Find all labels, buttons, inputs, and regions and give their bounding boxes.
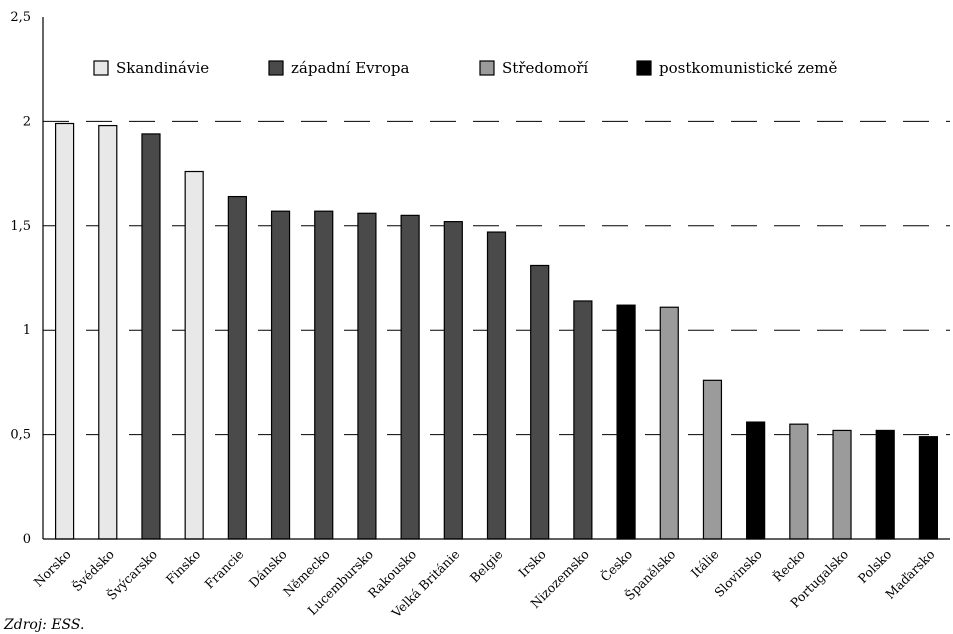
x-tick-label: Francie: [202, 547, 247, 592]
x-tick-label: Irsko: [515, 547, 549, 581]
bar: [875, 429, 895, 540]
bar: [832, 429, 852, 540]
x-tick-label: Dánsko: [246, 547, 290, 591]
x-tick-label: Belgie: [467, 547, 506, 586]
x-tick-label: Česko: [597, 546, 636, 585]
legend-swatch: [93, 60, 109, 76]
bar: [54, 122, 75, 540]
bar: [746, 421, 766, 540]
legend-label: Středomoří: [502, 59, 588, 77]
legend: Skandinávie západní Evropa Středomoří postk…: [93, 59, 837, 77]
x-tick-label: Řecko: [770, 547, 808, 585]
bar: [314, 210, 334, 540]
bar: [270, 210, 291, 540]
bar: [184, 170, 204, 540]
legend-label: postkomunistické země: [659, 59, 837, 77]
x-tick-label: Itálie: [688, 547, 722, 581]
legend-swatch: [479, 60, 495, 76]
bar: [616, 304, 636, 540]
source-note: Zdroj: ESS.: [4, 617, 85, 633]
y-tick-label: 2,5: [10, 10, 31, 25]
bar: [918, 436, 939, 540]
x-tick-label: Norsko: [31, 547, 74, 590]
bar: [227, 195, 247, 540]
axes: [42, 17, 950, 540]
bar: [530, 264, 550, 540]
x-tick-label: Slovinsko: [711, 547, 765, 601]
bar: [400, 214, 420, 540]
bar: [659, 306, 679, 540]
bar: [141, 133, 161, 540]
bar: [573, 300, 593, 540]
legend-label: Skandinávie: [116, 59, 209, 77]
bar: [486, 231, 507, 540]
x-tick-label: Finsko: [163, 547, 203, 587]
legend-swatch: [636, 60, 652, 76]
y-tick-label: 2: [23, 114, 31, 129]
y-tick-label: 0,5: [10, 428, 31, 443]
legend-swatch: [268, 60, 284, 76]
bar: [357, 212, 377, 540]
legend-label: západní Evropa: [291, 59, 409, 77]
y-tick-label: 0: [23, 532, 31, 547]
bars: [54, 122, 939, 540]
bar: [443, 221, 463, 540]
y-tick-labels: 0 0,5 1 1,5 2 2,5: [10, 10, 31, 547]
bar: [789, 423, 809, 540]
bar: [98, 124, 118, 540]
bar: [702, 379, 723, 540]
y-tick-label: 1: [23, 323, 31, 338]
x-tick-label: Polsko: [855, 547, 895, 587]
y-tick-label: 1,5: [10, 219, 31, 234]
